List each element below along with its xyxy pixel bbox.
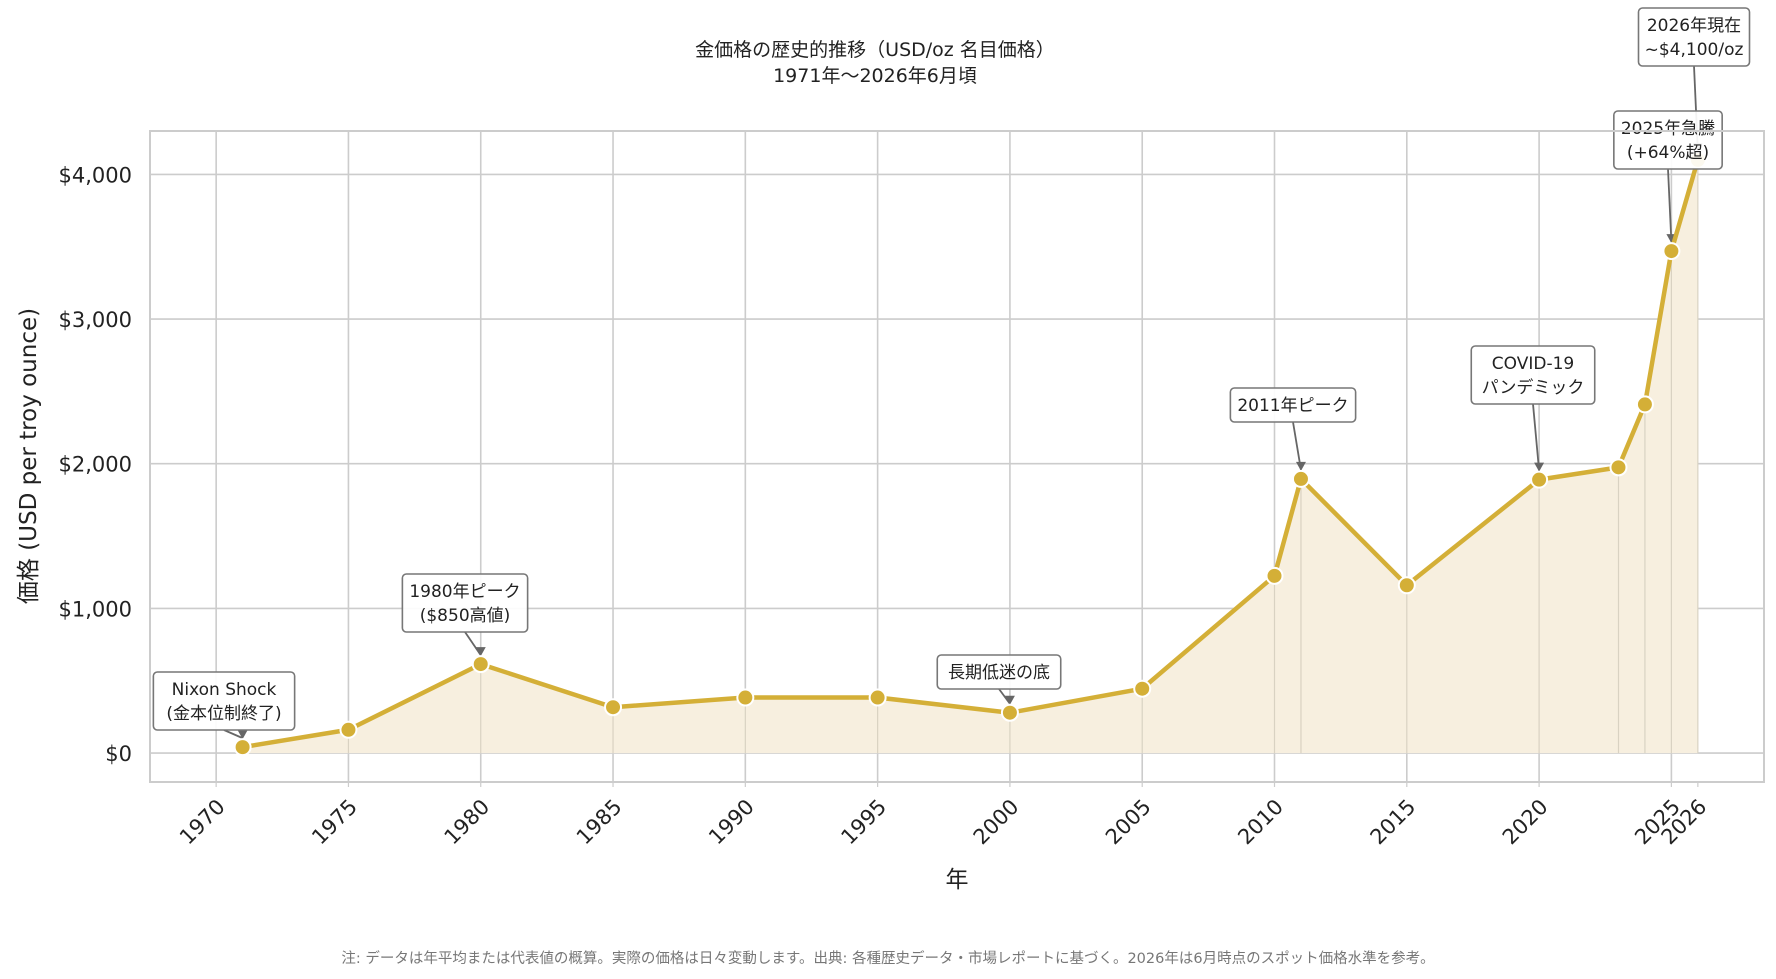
annotation-arrow bbox=[223, 729, 243, 739]
chart-title: 金価格の歴史的推移（USD/oz 名目価格） bbox=[695, 39, 1055, 61]
data-point bbox=[1397, 576, 1416, 595]
annotation-arrow bbox=[1667, 168, 1673, 243]
annotation-label: 1980年ピーク bbox=[409, 582, 520, 602]
x-tick-label: 1995 bbox=[836, 795, 891, 850]
annotation: 長期低迷の底 bbox=[936, 654, 1062, 690]
data-point bbox=[1609, 458, 1628, 477]
annotation-label: COVID-19 bbox=[1492, 354, 1574, 374]
annotation-label: ~$4,100/oz bbox=[1645, 40, 1744, 60]
annotation-layer: Nixon Shock (金本位制終了) 1980年ピーク ($850高値) 長期低迷の… bbox=[152, 7, 1751, 731]
chart-subtitle: 1971年〜2026年6月頃 bbox=[773, 65, 977, 87]
x-tick-label: 1970 bbox=[175, 795, 230, 850]
annotation-arrowhead bbox=[237, 730, 248, 740]
data-point bbox=[1000, 703, 1019, 722]
x-axis-label: 年 bbox=[946, 867, 969, 893]
x-tick-label: 1990 bbox=[704, 795, 759, 850]
area-fill-layer bbox=[242, 159, 1699, 754]
footnote: 注: データは年平均または代表値の概算。実際の価格は日々変動します。出典: 各種… bbox=[341, 949, 1434, 967]
plot-frame bbox=[149, 130, 1765, 783]
annotation-label: 2011年ピーク bbox=[1237, 396, 1348, 416]
y-tick-label: $0 bbox=[105, 742, 132, 766]
annotation-arrowhead bbox=[1295, 461, 1306, 471]
annotation-label: Nixon Shock bbox=[172, 680, 277, 700]
y-axis-label: 価格 (USD per troy ounce) bbox=[16, 308, 42, 604]
data-point bbox=[1265, 566, 1284, 585]
annotation-label: (+64%超) bbox=[1627, 143, 1709, 163]
y-axis-ticks: $0 $1,000 $2,000 $3,000 $4,000 bbox=[59, 163, 132, 766]
data-point bbox=[471, 655, 490, 674]
data-point bbox=[1530, 470, 1549, 489]
data-point bbox=[868, 688, 887, 707]
annotation-label: ($850高値) bbox=[420, 606, 511, 626]
y-tick-label: $2,000 bbox=[59, 453, 132, 477]
data-point bbox=[233, 738, 252, 757]
annotation: 2025年急騰 (+64%超) bbox=[1613, 110, 1723, 170]
x-tick-label: 2000 bbox=[969, 795, 1024, 850]
annotation-box bbox=[1613, 110, 1723, 170]
x-tick-label: 1985 bbox=[572, 795, 627, 850]
annotation: 2026年現在 ~$4,100/oz bbox=[1637, 7, 1751, 67]
annotation-label: パンデミック bbox=[1482, 377, 1585, 398]
x-tick-label: 2015 bbox=[1366, 795, 1421, 850]
x-tick-label: 1980 bbox=[440, 795, 495, 850]
data-point bbox=[1291, 469, 1310, 488]
y-tick-label: $1,000 bbox=[59, 597, 132, 621]
area-fill bbox=[242, 159, 1698, 754]
y-tick-label: $3,000 bbox=[59, 308, 132, 332]
data-point bbox=[1133, 679, 1152, 698]
annotation-label: 2026年現在 bbox=[1647, 16, 1741, 36]
annotation-box bbox=[1637, 7, 1751, 67]
x-tick-label: 2005 bbox=[1101, 795, 1156, 850]
annotation: 2011年ピーク bbox=[1229, 387, 1357, 423]
annotation-arrowhead bbox=[1534, 462, 1545, 472]
annotation-arrowhead bbox=[1004, 695, 1015, 705]
annotation-box bbox=[1229, 387, 1357, 423]
data-point bbox=[736, 688, 755, 707]
data-point bbox=[1662, 242, 1681, 261]
annotation-label: (金本位制終了) bbox=[166, 704, 281, 724]
x-axis-ticks: 1970 1975 1980 1985 1990 1995 2000 2005 2010 2015… bbox=[175, 782, 1711, 849]
x-tick-label: 1975 bbox=[307, 795, 362, 850]
annotation: COVID-19 パンデミック bbox=[1470, 345, 1596, 405]
annotation-box bbox=[1470, 345, 1596, 405]
annotation-label: 2025年急騰 bbox=[1621, 119, 1715, 139]
data-point bbox=[1635, 395, 1654, 414]
data-point-layer bbox=[233, 150, 1707, 757]
data-point bbox=[339, 720, 358, 739]
annotation-box bbox=[152, 671, 296, 731]
data-point bbox=[604, 698, 623, 717]
annotation: 1980年ピーク ($850高値) bbox=[401, 573, 529, 633]
annotation-box bbox=[936, 654, 1062, 690]
annotation-box bbox=[401, 573, 529, 633]
series-line bbox=[240, 157, 1701, 750]
series-line-layer bbox=[240, 157, 1701, 750]
annotation: Nixon Shock (金本位制終了) bbox=[152, 671, 296, 731]
annotation-arrowhead bbox=[475, 647, 486, 657]
annotation-arrow bbox=[1532, 403, 1540, 471]
annotation-label: 長期低迷の底 bbox=[948, 663, 1050, 683]
x-tick-label: 2010 bbox=[1233, 795, 1288, 850]
x-tick-label: 2020 bbox=[1498, 795, 1553, 850]
y-tick-label: $4,000 bbox=[59, 163, 132, 187]
